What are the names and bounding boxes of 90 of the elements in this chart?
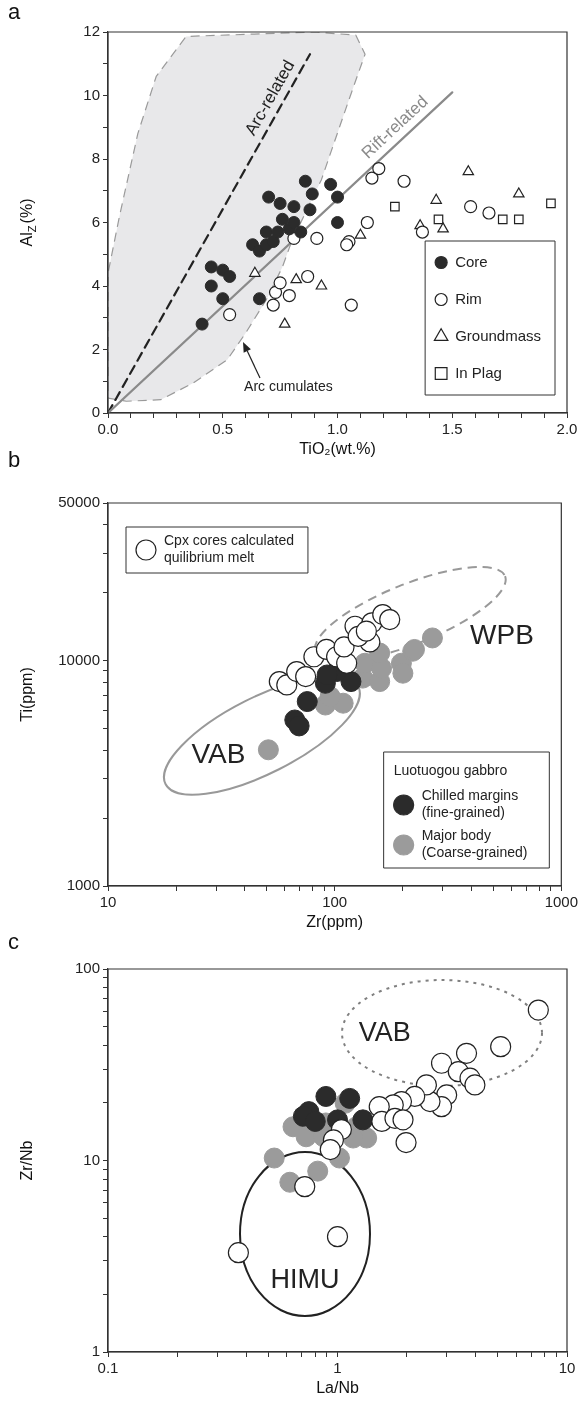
annotation: WPB [470,619,534,650]
y-tick-label: 10000 [58,650,100,668]
point [430,193,442,204]
x-tick-label: 100 [322,893,348,911]
point [294,225,308,239]
point [390,201,400,212]
point [331,216,344,229]
point [462,165,475,176]
point [397,174,411,188]
annotation: VAB [358,1017,411,1048]
point [216,292,230,306]
point [415,225,430,239]
point [303,203,317,217]
point [305,187,319,201]
point [433,214,444,225]
point [546,198,556,209]
legend-label: Major body (Coarse-grained) [421,827,528,861]
legend-label: Core [455,252,488,270]
x-tick-label: 0.0 [97,420,119,438]
y-tick-label: 1 [91,1342,100,1360]
point [287,200,301,214]
legend-label: Chilled margins (fine-grained) [421,787,519,821]
point [262,190,276,204]
y-tick-label: 50000 [58,493,100,511]
x-tick-label: 10 [558,1359,576,1377]
point [331,190,344,204]
point [223,307,237,322]
y-tick-label: 1000 [66,876,100,894]
point [204,260,218,274]
legend-label: Groundmass [455,326,542,344]
point [282,288,296,303]
y-tick-label: 12 [83,22,100,40]
y-tick-label: 2 [91,339,100,357]
point [482,206,496,220]
x-tick-label: 1.5 [441,420,463,438]
x-axis-title: Zr(ppm) [306,913,364,931]
y-axis-title: Ti(ppm) [18,667,36,722]
point [513,214,524,225]
point [278,317,291,328]
x-axis-title: TiO₂(wt.%) [299,440,376,458]
legend-title: Luotuogou gabbro [393,761,508,778]
x-tick-label: 0.5 [212,420,234,438]
point [195,317,209,331]
annotation: Arc cumulates [244,377,333,394]
y-axis-title: Zr/Nb [18,1140,36,1181]
point [344,298,358,312]
point [266,298,280,312]
point [275,212,289,226]
chart-title: c [8,929,19,955]
y-tick-label: 4 [91,276,100,294]
point [259,225,273,239]
point [298,174,312,188]
x-tick-label: 1 [333,1359,342,1377]
point [290,273,302,284]
x-tick-label: 1000 [544,893,578,911]
point [354,228,367,239]
legend-label: In Plag [455,363,502,381]
chart-title: b [8,447,21,473]
point [324,177,338,191]
point [340,238,354,252]
legend-label: Cpx cores calculated quilibrium melt [164,532,294,566]
point [273,196,287,210]
point [310,231,324,245]
x-tick-label: 2.0 [556,420,578,438]
annotation: VAB [191,737,246,769]
chart-title: a [8,0,21,25]
x-axis-title: La/Nb [316,1379,359,1397]
point [372,161,386,176]
point [315,279,328,290]
point [252,292,266,306]
x-tick-label: 1.0 [327,420,348,438]
y-tick-label: 100 [74,959,100,977]
point [497,214,508,225]
legend-label: Rim [455,289,482,307]
point [271,225,285,239]
point [249,266,261,277]
point [223,269,237,283]
y-axis-title: AlZ(%) [18,198,38,247]
y-tick-label: 0 [91,403,100,421]
y-tick-label: 8 [91,149,100,167]
point [287,216,301,229]
y-tick-label: 6 [91,212,100,230]
x-tick-label: 0.1 [97,1359,119,1377]
annotation: HIMU [270,1263,340,1294]
point [204,279,218,293]
y-tick-label: 10 [83,1150,100,1168]
point [437,222,449,233]
point [513,187,525,198]
y-tick-label: 10 [83,85,100,103]
point [273,276,287,290]
